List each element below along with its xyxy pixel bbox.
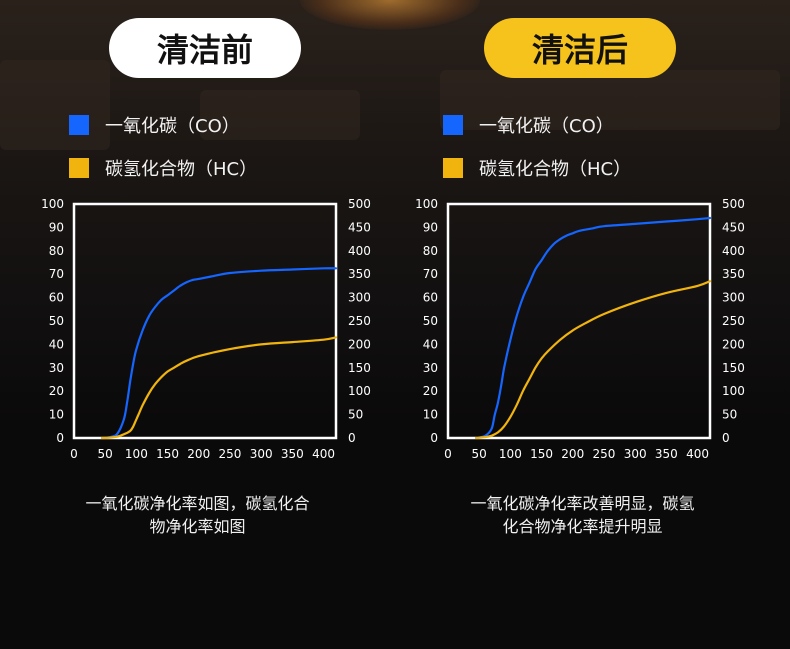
y-tick-label: 10	[423, 408, 438, 422]
y-tick-label: 10	[49, 408, 64, 422]
y2-tick-label: 350	[348, 267, 371, 281]
y-tick-label: 80	[49, 244, 64, 258]
legend-co-label: 一氧化碳（CO）	[479, 116, 614, 137]
caption-line-2: 物净化率如图	[149, 517, 246, 536]
y2-tick-label: 200	[348, 337, 371, 351]
y2-tick-label: 50	[722, 408, 737, 422]
y2-tick-label: 150	[722, 361, 745, 375]
y2-tick-label: 200	[722, 337, 745, 351]
x-tick-label: 150	[530, 447, 553, 461]
y2-tick-label: 0	[348, 431, 356, 445]
x-tick-label: 100	[125, 447, 148, 461]
x-tick-label: 200	[561, 447, 584, 461]
y2-tick-label: 400	[722, 244, 745, 258]
y2-tick-label: 300	[348, 291, 371, 305]
x-tick-label: 0	[444, 447, 452, 461]
y-tick-label: 60	[423, 291, 438, 305]
x-tick-label: 250	[218, 447, 241, 461]
x-tick-label: 400	[312, 447, 335, 461]
y-tick-label: 90	[423, 220, 438, 234]
x-tick-label: 0	[70, 447, 78, 461]
y2-tick-label: 100	[348, 384, 371, 398]
badge-after: 清洁后	[484, 18, 676, 78]
y2-tick-label: 0	[722, 431, 730, 445]
y2-tick-label: 100	[722, 384, 745, 398]
caption-line-2: 化合物净化率提升明显	[502, 517, 663, 536]
legend-co-label: 一氧化碳（CO）	[105, 116, 240, 137]
y-tick-label: 70	[49, 267, 64, 281]
y-tick-label: 30	[423, 361, 438, 375]
x-tick-label: 50	[98, 447, 113, 461]
chart-before: 0 10 20 30 40 50 60 70 80 90 100 0 50 100 150 200 250 300…	[41, 197, 371, 461]
legend-hc: 碳氢化合物（HC）	[69, 155, 257, 181]
legend-co: 一氧化碳（CO）	[443, 112, 614, 138]
y-tick-label: 100	[41, 197, 64, 211]
y-tick-label: 60	[49, 291, 64, 305]
y-tick-label: 30	[49, 361, 64, 375]
y2-tick-label: 450	[348, 220, 371, 234]
legend-hc: 碳氢化合物（HC）	[443, 155, 631, 181]
background-shape	[200, 90, 360, 140]
background-shape	[440, 70, 780, 130]
legend-co-swatch	[443, 115, 463, 135]
plot-frame	[446, 202, 712, 440]
caption-line-1: 一氧化碳净化率改善明显，碳氢	[470, 494, 695, 513]
y-tick-label: 20	[423, 384, 438, 398]
y-tick-label: 90	[49, 220, 64, 234]
series-line-hc	[101, 336, 338, 440]
y-tick-label: 40	[423, 337, 438, 351]
chart-after: 0 10 20 30 40 50 60 70 80 90 100 0 50 100 150 200 250 300…	[415, 197, 745, 461]
caption-after: 一氧化碳净化率改善明显，碳氢 化合物净化率提升明显	[385, 492, 780, 538]
panel-before: 清洁前 一氧化碳（CO） 碳氢化合物（HC） 0 10 20 30 40 50 60 70 80…	[0, 18, 395, 538]
y-tick-label: 40	[49, 337, 64, 351]
x-tick-label: 400	[686, 447, 709, 461]
caption-line-1: 一氧化碳净化率如图，碳氢化合	[85, 494, 310, 513]
series-line-co	[475, 216, 712, 440]
x-tick-label: 350	[655, 447, 678, 461]
x-tick-label: 100	[499, 447, 522, 461]
y-tick-label: 50	[49, 314, 64, 328]
legend-hc-label: 碳氢化合物（HC）	[479, 159, 632, 180]
legend-co-swatch	[69, 115, 89, 135]
y-tick-label: 50	[423, 314, 438, 328]
panel-after: 清洁后 一氧化碳（CO） 碳氢化合物（HC） 0 10 20 30 40 50 60 70 80…	[395, 0, 790, 649]
x-tick-label: 50	[472, 447, 487, 461]
legend-hc-label: 碳氢化合物（HC）	[105, 159, 258, 180]
plot-frame	[72, 202, 338, 440]
y2-tick-label: 300	[722, 291, 745, 305]
y-tick-label: 80	[423, 244, 438, 258]
legend-hc-swatch	[69, 158, 89, 178]
x-tick-label: 300	[624, 447, 647, 461]
series-line-co	[101, 267, 338, 440]
x-tick-label: 300	[250, 447, 273, 461]
y-tick-label: 0	[430, 431, 438, 445]
badge-before: 清洁前	[109, 18, 301, 78]
y2-tick-label: 50	[348, 408, 363, 422]
x-tick-label: 150	[156, 447, 179, 461]
y-tick-label: 70	[423, 267, 438, 281]
legend-hc-swatch	[443, 158, 463, 178]
y2-tick-label: 150	[348, 361, 371, 375]
background-shape	[0, 60, 110, 150]
x-tick-label: 250	[592, 447, 615, 461]
y-tick-label: 100	[415, 197, 438, 211]
y2-tick-label: 250	[348, 314, 371, 328]
y2-tick-label: 350	[722, 267, 745, 281]
y2-tick-label: 450	[722, 220, 745, 234]
y2-tick-label: 500	[722, 197, 745, 211]
x-tick-label: 350	[281, 447, 304, 461]
y2-tick-label: 500	[348, 197, 371, 211]
y-tick-label: 20	[49, 384, 64, 398]
y2-tick-label: 400	[348, 244, 371, 258]
series-line-hc	[475, 280, 712, 440]
y2-tick-label: 250	[722, 314, 745, 328]
legend-co: 一氧化碳（CO）	[69, 112, 240, 138]
x-tick-label: 200	[187, 447, 210, 461]
y-tick-label: 0	[56, 431, 64, 445]
caption-before: 一氧化碳净化率如图，碳氢化合 物净化率如图	[0, 492, 395, 538]
